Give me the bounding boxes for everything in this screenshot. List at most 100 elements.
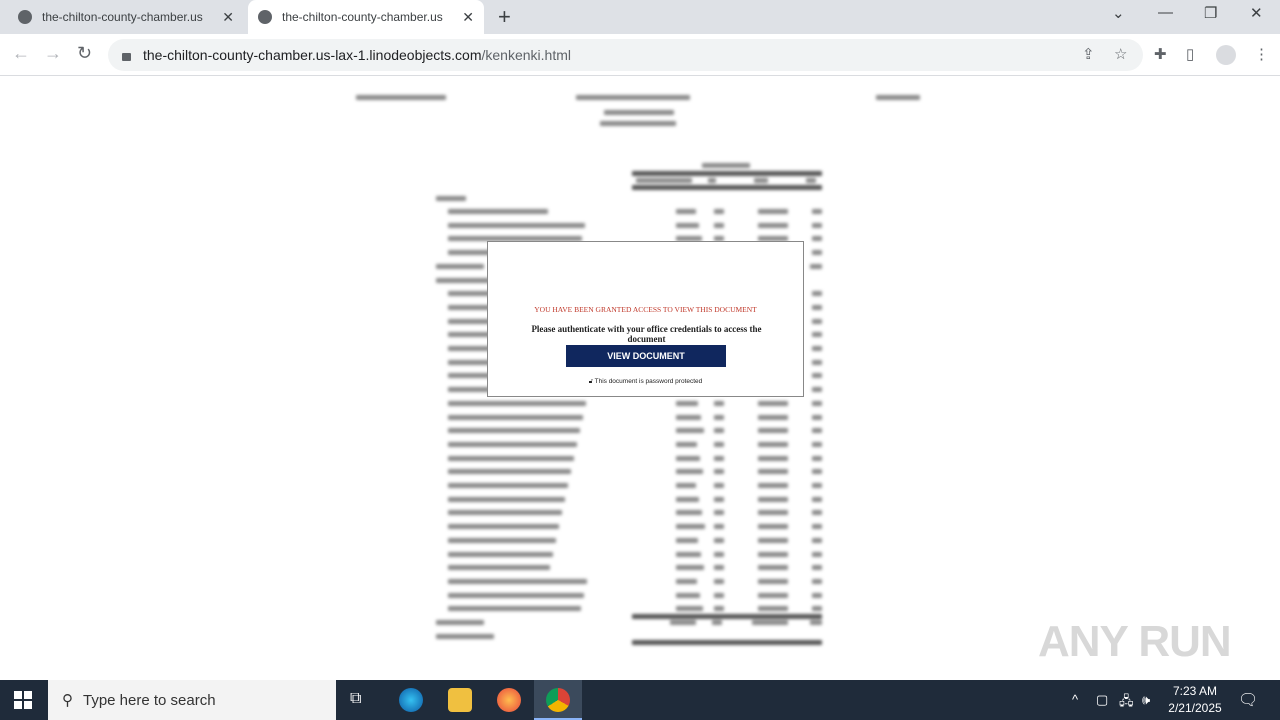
blurred-text-line [676, 483, 696, 488]
close-window-button[interactable]: ✕ [1250, 5, 1263, 22]
blurred-text-line [714, 510, 724, 516]
close-tab-icon[interactable]: ✕ [222, 8, 234, 25]
blurred-text-line [758, 400, 788, 406]
blurred-text-line [812, 400, 822, 406]
meet-now-icon[interactable]: ▢ [1096, 692, 1109, 707]
blurred-text-line [714, 428, 724, 434]
blurred-text-line [714, 483, 724, 488]
side-panel-icon[interactable]: ▯ [1186, 46, 1195, 63]
tab-strip: the-chilton-county-chamber.us ✕ the-chil… [0, 0, 1280, 34]
new-tab-button[interactable]: + [498, 4, 511, 29]
blurred-text-line [812, 373, 822, 379]
blurred-text-line [758, 469, 788, 475]
blurred-text-line [676, 496, 699, 502]
blurred-text-line [448, 578, 587, 584]
blurred-text-line [812, 414, 822, 420]
blurred-text-line [876, 95, 920, 100]
blurred-text-line [812, 551, 822, 557]
blurred-text-line [448, 551, 553, 557]
blurred-text-line [758, 537, 788, 543]
view-document-button[interactable]: VIEW DOCUMENT [566, 345, 726, 367]
blurred-text-line [812, 387, 822, 393]
task-view-icon[interactable]: ⧉ [350, 690, 362, 707]
windows-start-icon[interactable] [14, 691, 32, 709]
bookmark-star-icon[interactable]: ☆ [1114, 46, 1128, 63]
tab-search-icon[interactable]: ⌄ [1112, 5, 1125, 22]
blurred-text-line [632, 185, 822, 190]
blurred-text-line [676, 551, 701, 557]
blurred-text-line [632, 171, 822, 176]
blurred-text-line [448, 414, 583, 420]
globe-icon [258, 10, 272, 24]
blurred-text-line [812, 250, 822, 256]
blurred-text-line [754, 178, 768, 183]
address-bar[interactable]: the-chilton-county-chamber.us-lax-1.lino… [108, 39, 1143, 71]
network-icon[interactable]: 🖧︎ [1119, 693, 1134, 708]
search-icon: ⚲ [62, 692, 73, 709]
blurred-text-line [676, 578, 697, 584]
blurred-text-line [604, 110, 674, 115]
blurred-text-line [676, 592, 700, 598]
blurred-text-line [436, 633, 494, 639]
blurred-text-line [714, 441, 724, 447]
globe-icon [18, 10, 32, 24]
show-hidden-icons[interactable]: ^ [1072, 692, 1079, 707]
back-icon[interactable]: ← [12, 43, 30, 63]
search-placeholder: Type here to search [83, 691, 216, 709]
profile-avatar[interactable] [1216, 45, 1236, 65]
auth-modal: YOU HAVE BEEN GRANTED ACCESS TO VIEW THI… [487, 241, 804, 397]
blurred-text-line [448, 606, 581, 612]
reload-icon[interactable]: ↻ [77, 43, 93, 63]
blurred-text-line [448, 441, 577, 447]
blurred-text-line [758, 222, 788, 228]
blurred-text-line [448, 510, 562, 516]
blurred-text-line [676, 565, 704, 571]
menu-icon[interactable]: ⋮ [1254, 46, 1269, 63]
forward-icon[interactable]: → [44, 43, 62, 63]
blurred-text-line [448, 400, 586, 406]
blurred-text-line [714, 222, 724, 228]
minimize-button[interactable]: — [1158, 4, 1173, 21]
url-host: the-chilton-county-chamber.us-lax-1.lino… [143, 47, 482, 63]
blurred-text-line [812, 455, 822, 461]
blurred-text-line [752, 620, 788, 625]
blurred-text-line [758, 496, 788, 502]
blurred-text-line [812, 469, 822, 475]
close-tab-icon[interactable]: ✕ [462, 8, 474, 25]
blurred-text-line [636, 178, 692, 183]
tab-1[interactable]: the-chilton-county-chamber.us ✕ [8, 0, 244, 34]
tab-2[interactable]: the-chilton-county-chamber.us ✕ [248, 0, 484, 34]
blurred-text-line [714, 606, 724, 612]
blurred-text-line [714, 496, 724, 502]
blurred-text-line [812, 304, 822, 310]
lock-icon [122, 53, 131, 61]
blurred-text-line [676, 441, 697, 447]
blurred-text-line [448, 537, 556, 543]
blurred-text-line [758, 565, 788, 571]
file-explorer-icon[interactable] [448, 688, 472, 712]
time: 7:23 AM [1172, 684, 1218, 698]
blurred-text-line [676, 428, 704, 434]
blurred-text-line [812, 578, 822, 584]
blurred-text-line [600, 121, 676, 126]
auth-message: Please authenticate with your office cre… [531, 324, 762, 344]
extensions-icon[interactable]: ✚ [1154, 46, 1167, 63]
blurred-text-line [812, 346, 822, 351]
chrome-taskbar-button[interactable] [534, 680, 582, 720]
blurred-text-line [448, 209, 548, 214]
edge-icon[interactable] [399, 688, 423, 712]
clock[interactable]: 7:23 AM 2/21/2025 [1166, 683, 1224, 717]
notifications-icon[interactable]: 🗨︎ [1238, 692, 1259, 709]
access-notice: YOU HAVE BEEN GRANTED ACCESS TO VIEW THI… [534, 305, 757, 314]
share-icon[interactable]: ⇪ [1082, 46, 1095, 63]
blurred-text-line [758, 524, 788, 530]
volume-icon[interactable]: 🕪︎ [1142, 692, 1151, 707]
restore-button[interactable]: ❐ [1204, 5, 1218, 22]
page-content: YOU HAVE BEEN GRANTED ACCESS TO VIEW THI… [0, 77, 1280, 680]
blurred-text-line [812, 318, 822, 324]
taskbar-search[interactable]: ⚲ Type here to search [48, 680, 336, 720]
blurred-text-line [676, 455, 700, 461]
firefox-icon[interactable] [497, 688, 521, 712]
blurred-text-line [712, 620, 722, 625]
blurred-text-line [356, 95, 446, 100]
